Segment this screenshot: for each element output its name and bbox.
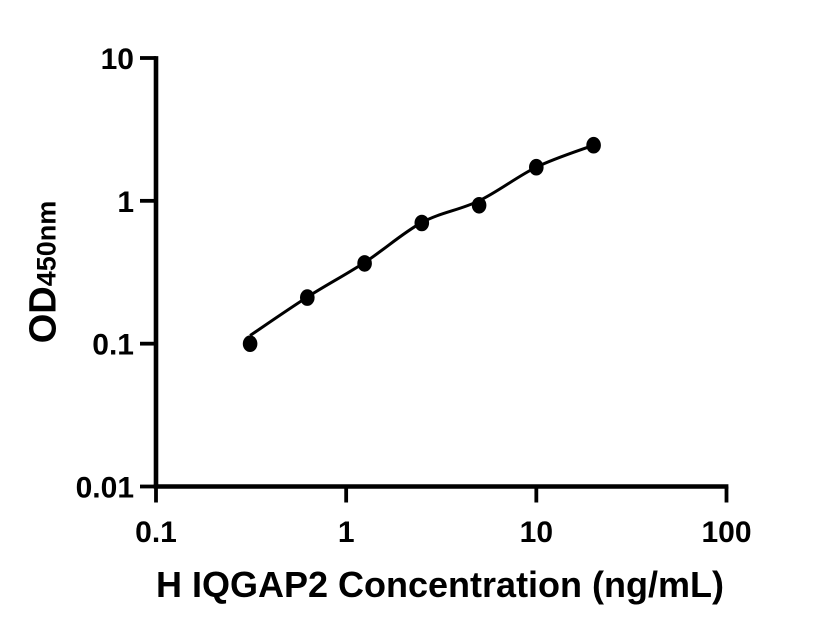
x-axis-title: H IQGAP2 Concentration (ng/mL)	[155, 564, 725, 605]
data-point	[357, 255, 372, 272]
y-axis-title-sub: 450nm	[31, 200, 62, 287]
x-tick-label: 1	[338, 516, 355, 549]
y-tick-label: 0.1	[92, 329, 134, 362]
data-point	[414, 214, 430, 232]
data-point	[300, 289, 315, 306]
fit-curve	[249, 143, 595, 337]
x-tick-label: 0.1	[135, 516, 177, 549]
data-point	[242, 335, 258, 353]
x-tick-label: 100	[701, 516, 751, 549]
data-point	[586, 136, 601, 154]
data-point	[529, 158, 544, 176]
y-axis-title: OD450nm	[23, 201, 66, 344]
y-tick-label: 0.01	[76, 472, 134, 505]
data-point	[471, 197, 487, 214]
x-tick-label: 10	[520, 516, 553, 549]
y-axis-title-main: OD	[22, 286, 65, 344]
y-tick-label: 10	[101, 43, 134, 76]
y-tick-label: 1	[117, 186, 134, 219]
